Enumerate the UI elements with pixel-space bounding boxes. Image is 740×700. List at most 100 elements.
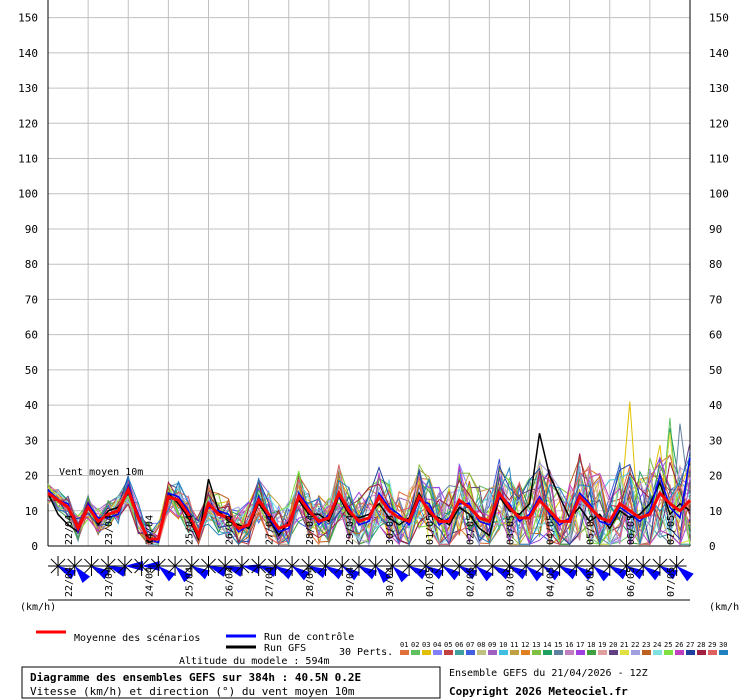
pert-legend-swatch [719,650,728,655]
y-tick-label: 150 [709,12,729,25]
wind-rose [148,556,176,582]
date-label-top: 27/04 [265,515,276,545]
y-tick-label: 50 [25,364,38,377]
pert-legend-swatch [609,650,618,655]
wind-rose [616,556,645,580]
pert-legend-label: 01 [400,641,408,649]
date-label: 30/04 [385,567,396,597]
wind-arrow [241,564,261,575]
main-series-lines [47,433,692,544]
wind-rose [649,556,678,580]
y-tick-label: 30 [25,434,38,447]
unit-left: (km/h) [20,602,56,613]
y-tick-label: 10 [709,505,722,518]
wind-rose [315,556,344,580]
date-label: 03/05 [505,567,516,597]
wind-rose [231,556,261,576]
pert-legend-label: 26 [675,641,683,649]
y-tick-label: 40 [709,399,722,412]
title-box [21,666,441,699]
wind-arrow [392,566,409,583]
pert-legend-swatch [521,650,530,655]
wind-rose [81,556,110,580]
pert-legend-swatch [422,650,431,655]
pert-legend-swatch [444,650,453,655]
pert-legend-label: 28 [697,641,705,649]
wind-arrow [58,566,77,580]
date-label-top: 28/04 [305,515,316,545]
pert-legend-label: 27 [686,641,694,649]
y-tick-label: 10 [25,505,38,518]
y-tick-label: 140 [18,47,38,60]
plot-label: Vent moyen 10m [59,467,143,478]
pert-legend-swatch [620,650,629,655]
pert-legend-swatch [708,650,717,655]
wind-rose [666,556,694,582]
perturbation-line [47,455,691,547]
date-label: 29/04 [345,567,356,597]
perturbation-line [47,456,691,546]
wind-rose [549,556,578,580]
legend-mean: Moyenne des scénarios [74,632,200,644]
wind-arrow [74,566,91,584]
pert-legend-label: 15 [554,641,562,649]
wind-direction-strip [48,556,694,584]
wind-arrow [509,566,528,580]
date-label: 02/05 [465,567,476,597]
wind-rose [282,556,310,581]
wind-rose [432,556,461,581]
y-tick-label: 130 [18,82,38,95]
pert-legend-label: 02 [411,641,419,649]
wind-arrow [559,566,578,580]
run-info: Ensemble GEFS du 21/04/2026 - 12Z [449,668,648,679]
pert-legend-label: 13 [532,641,540,649]
date-label-top: 22/04 [64,515,75,545]
date-label-top: 05/05 [586,515,597,545]
wind-arrow [593,566,611,582]
wind-arrow [275,566,294,580]
y-tick-label: 150 [18,12,38,25]
pert-legend-swatch [510,650,519,655]
date-label: 06/05 [626,567,637,597]
y-tick-label: 120 [18,117,38,130]
wind-rose [599,556,628,580]
pert-legend-label: 04 [433,641,441,649]
pert-legend-swatch [598,650,607,655]
y-tick-label: 30 [709,434,722,447]
pert-legend-label: 03 [422,641,430,649]
wind-rose [248,556,278,577]
pert-legend-label: 29 [708,641,716,649]
pert-legend-label: 14 [543,641,551,649]
pert-legend-label: 05 [444,641,452,649]
wind-arrow [676,566,694,582]
pert-legend-swatch [554,650,563,655]
wind-rose [466,556,494,582]
date-label: 28/04 [305,567,316,597]
wind-rose [566,556,594,581]
wind-arrow [292,566,310,581]
pert-legend-label: 20 [609,641,617,649]
pert-legend-label: 10 [499,641,507,649]
wind-rose [382,556,409,583]
pert-legend-label: 16 [565,641,573,649]
pert-legend-label: 22 [631,641,639,649]
wind-arrow [459,566,478,580]
y-tick-label: 60 [25,329,38,342]
wind-rose [415,556,444,580]
pert-legend-swatch [675,650,684,655]
date-label-top: 01/05 [425,515,436,545]
pert-legend-swatch [697,650,706,655]
y-tick-label: 80 [25,258,38,271]
wind-arrow [609,566,628,580]
y-tick-label: 70 [25,293,38,306]
pert-legend-swatch [543,650,552,655]
wind-rose [516,556,544,582]
series-line-0 [47,485,692,541]
perturbation-line [47,456,691,547]
pert-legend-label: 24 [653,641,661,649]
wind-rose [633,556,661,581]
date-label-top: 02/05 [465,515,476,545]
wind-rose [499,556,528,580]
